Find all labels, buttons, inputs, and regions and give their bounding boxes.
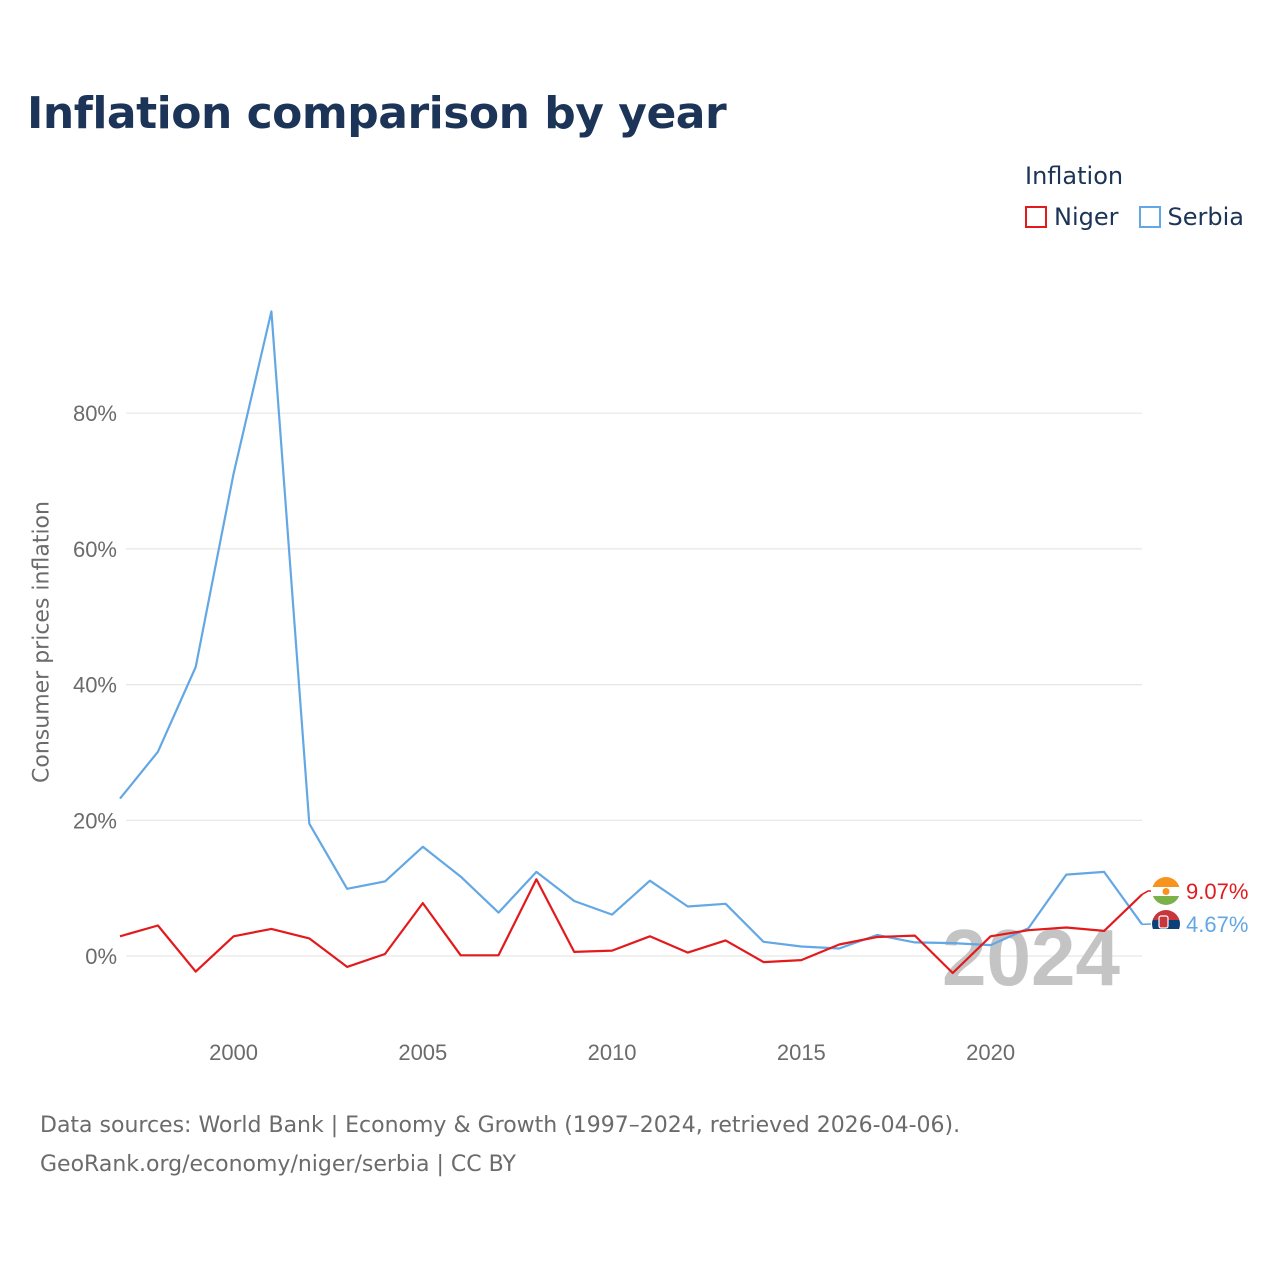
x-tick-label: 2010 — [588, 1040, 637, 1065]
source-line-2[interactable]: GeoRank.org/economy/niger/serbia | CC BY — [40, 1152, 516, 1177]
y-tick-labels: 0% 20% 40% 60% 80% — [73, 401, 117, 969]
legend: Niger Serbia — [1025, 203, 1244, 231]
legend-label-serbia: Serbia — [1167, 203, 1244, 231]
series-line-serbia[interactable] — [119, 310, 1143, 950]
x-tick-label: 2005 — [398, 1040, 447, 1065]
source-note: Data sources: World Bank | Economy & Gro… — [40, 1106, 960, 1184]
legend-title: Inflation — [1025, 162, 1124, 190]
x-tick-label: 2000 — [209, 1040, 258, 1065]
grid — [126, 412, 1142, 957]
x-tick-label: 2015 — [777, 1040, 826, 1065]
niger-connector — [1141, 890, 1151, 896]
end-markers: 9.07% 4.67% — [1141, 877, 1248, 938]
y-tick-label: 80% — [73, 401, 117, 426]
source-line-1: Data sources: World Bank | Economy & Gro… — [40, 1113, 961, 1138]
year-watermark: 2024 — [942, 913, 1120, 1002]
legend-label-niger: Niger — [1054, 203, 1119, 231]
serbia-end-label: 4.67% — [1186, 912, 1248, 937]
y-tick-label: 0% — [85, 944, 117, 969]
y-tick-label: 20% — [73, 808, 117, 833]
legend-swatch-serbia — [1138, 206, 1161, 228]
niger-flag-icon — [1152, 877, 1180, 905]
x-tick-labels: 2000 2005 2010 2015 2020 — [209, 1040, 1015, 1065]
serbia-flag-icon — [1152, 910, 1180, 938]
legend-item-niger[interactable]: Niger — [1025, 203, 1119, 231]
niger-end-label: 9.07% — [1186, 879, 1248, 904]
legend-item-serbia[interactable]: Serbia — [1138, 203, 1244, 231]
legend-swatch-niger — [1025, 206, 1047, 228]
y-tick-label: 40% — [73, 673, 117, 698]
series-lines — [119, 310, 1143, 975]
x-tick-label: 2020 — [966, 1040, 1015, 1065]
series-line-niger[interactable] — [119, 878, 1143, 975]
chart-title: Inflation comparison by year — [27, 88, 727, 139]
y-tick-label: 60% — [73, 537, 117, 562]
